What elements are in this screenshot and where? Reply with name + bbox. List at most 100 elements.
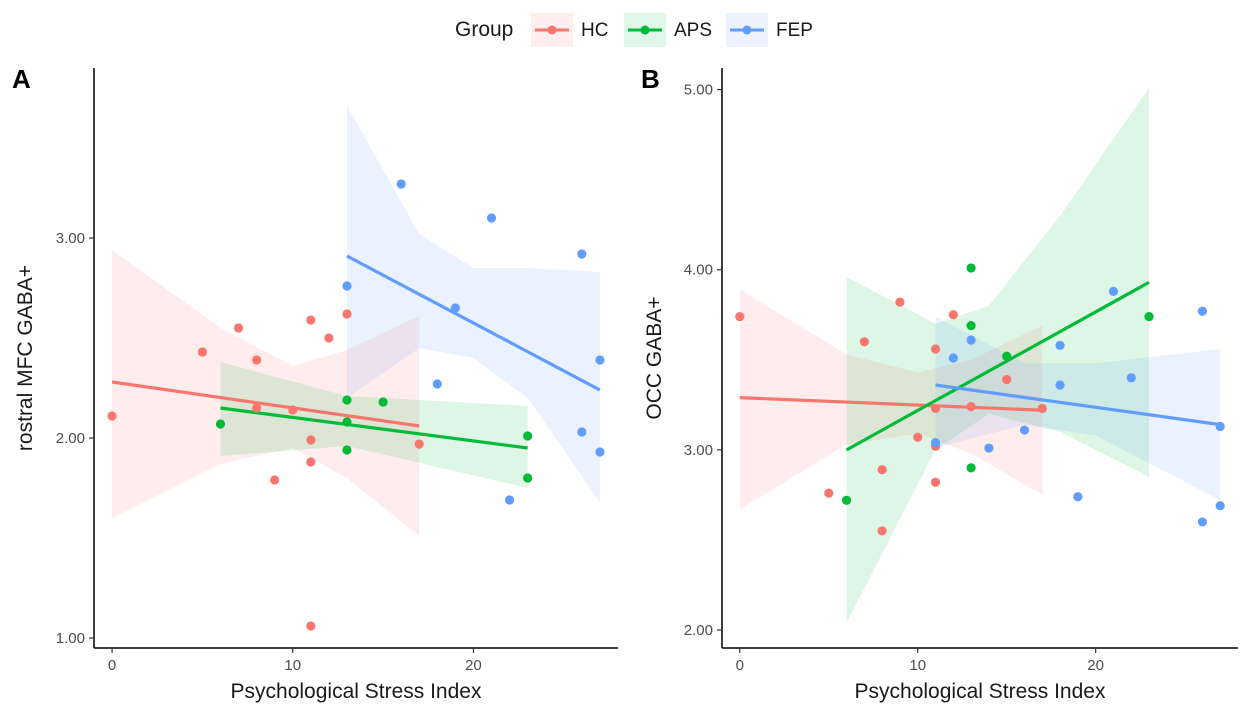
- panel-b-point-aps-3: [966, 463, 976, 473]
- panel-a-x-axis-title: Psychological Stress Index: [231, 680, 482, 703]
- panel-a-point-hc-8: [306, 435, 316, 445]
- panel-b-point-hc-11: [948, 310, 958, 320]
- panel-a-point-hc-7: [306, 315, 316, 325]
- legend-item-fep: FEP: [726, 13, 813, 47]
- panel-b-tag: B: [641, 64, 660, 94]
- panel-a-point-fep-7: [577, 427, 587, 437]
- panel-a-point-aps-2: [342, 417, 352, 427]
- panel-a-band-aps: [220, 362, 528, 488]
- panel-b-fit-line-fep: [935, 383, 1221, 427]
- legend-label-aps: APS: [674, 20, 712, 41]
- panel-a-point-hc-2: [233, 323, 244, 333]
- panel-b-y-tick-label: 3.00: [684, 442, 713, 459]
- panel-b-x-tick-label: 10: [909, 657, 926, 674]
- panel-b-point-aps-1: [966, 263, 976, 273]
- panel-b-point-fep-8: [1108, 286, 1119, 296]
- panel-b-point-fep-2: [966, 335, 976, 345]
- panel-b-point-hc-14: [1037, 403, 1047, 414]
- panel-a-point-fep-9: [595, 447, 605, 457]
- panel-b-point-fep-11: [1197, 517, 1208, 527]
- panel-b-point-hc-5: [895, 297, 905, 307]
- panel-b-band-aps: [846, 87, 1150, 623]
- panel-a-tag: A: [12, 64, 31, 94]
- panel-b-ticks: 0 10 20 2.00 3.00 4.00 5.00: [684, 82, 1104, 674]
- panel-b-point-aps-5: [1144, 311, 1154, 322]
- panel-a-point-aps-1: [342, 395, 352, 405]
- panel-b-point-hc-13: [1002, 375, 1012, 385]
- panel-a-point-fep-3: [450, 303, 460, 313]
- panel-a-point-aps-0: [215, 419, 226, 429]
- panel-b-point-hc-0: [735, 311, 745, 322]
- panel-b-x-tick-label: 0: [736, 657, 744, 674]
- legend-label-hc: HC: [581, 20, 608, 41]
- panel-b-point-hc-2: [859, 337, 869, 347]
- panel-b-point-hc-6: [913, 432, 923, 442]
- panel-b-band-hc: [739, 289, 1043, 510]
- panel-b-point-hc-8: [930, 403, 941, 414]
- panel-a-point-hc-13: [414, 439, 424, 449]
- panel-b-points: [735, 263, 1225, 536]
- panel-b-fit-line-hc: [739, 396, 1043, 412]
- panel-b-point-fep-0: [930, 438, 941, 448]
- legend-title: Group: [455, 18, 513, 41]
- panel-b-point-fep-6: [1055, 380, 1065, 390]
- panel-a-point-aps-5: [523, 431, 533, 441]
- panel-a-point-fep-6: [577, 249, 587, 259]
- panel-a-y-tick-label: 2.00: [56, 430, 85, 447]
- panel-a-point-hc-6: [288, 405, 298, 415]
- panel-a-point-hc-9: [306, 457, 316, 467]
- panel-b-y-axis-title: OCC GABA+: [643, 296, 666, 419]
- panel-b-point-fep-4: [1019, 425, 1030, 435]
- panel-a-point-hc-1: [197, 347, 208, 357]
- panel-a-point-aps-6: [523, 473, 533, 483]
- panel-a-point-fep-5: [504, 495, 515, 505]
- legend-label-fep: FEP: [776, 20, 813, 41]
- panel-a-fit-line-hc: [111, 380, 420, 428]
- panel-b-point-fep-13: [1215, 501, 1225, 511]
- panel-a-point-fep-0: [342, 281, 352, 291]
- panel-b-fit-lines: [739, 280, 1221, 452]
- panel-a-ticks: 0 10 20 1.00 2.00 3.00: [56, 230, 482, 674]
- panel-b-x-axis-title: Psychological Stress Index: [855, 680, 1106, 703]
- panel-b-confidence-bands: [739, 87, 1221, 623]
- panel-a: A 0 10 20 1.00 2.00 3.00 Psychological Stress…: [12, 64, 618, 703]
- panel-a-point-hc-0: [107, 411, 117, 421]
- panel-a-band-fep: [346, 106, 600, 502]
- panel-a-x-tick-label: 0: [108, 657, 116, 674]
- panel-b-y-tick-label: 5.00: [684, 82, 713, 99]
- panel-b-point-hc-12: [966, 402, 976, 412]
- panel-b-point-fep-12: [1215, 421, 1225, 432]
- panel-a-fit-line-fep: [346, 254, 601, 392]
- panel-b-point-fep-7: [1073, 492, 1083, 502]
- panel-a-x-tick-label: 10: [284, 657, 301, 674]
- panel-b-axes: [721, 68, 1238, 649]
- panel-b-fit-line-aps: [845, 280, 1150, 452]
- panel-a-fit-line-aps: [220, 406, 528, 450]
- panel-a-point-fep-2: [432, 379, 442, 389]
- panel-b-point-hc-1: [824, 488, 834, 498]
- panel-a-point-fep-1: [396, 179, 406, 189]
- panel-a-point-aps-4: [378, 397, 388, 407]
- panel-a-point-hc-3: [252, 355, 262, 365]
- panel-a-band-hc: [112, 250, 420, 536]
- panel-b-point-fep-9: [1126, 373, 1136, 383]
- panel-b-point-fep-10: [1197, 306, 1208, 316]
- panel-b-y-tick-label: 2.00: [684, 622, 713, 639]
- panel-b-point-fep-1: [948, 353, 958, 363]
- legend-item-aps: APS: [624, 13, 712, 47]
- panel-a-points: [107, 179, 605, 631]
- panel-b: B 0 10 20 2.00 3.00 4.00 5.00 Psychological St…: [641, 64, 1238, 703]
- panel-a-point-aps-3: [342, 445, 352, 455]
- panel-a-x-tick-label: 20: [465, 657, 482, 674]
- panel-a-axes: [93, 68, 618, 649]
- panel-a-y-axis-title: rostral MFC GABA+: [14, 265, 37, 451]
- panel-a-point-hc-11: [324, 333, 334, 343]
- panel-a-point-fep-4: [486, 213, 497, 223]
- panel-b-y-tick-label: 4.00: [684, 262, 713, 279]
- panel-a-point-hc-10: [306, 621, 316, 631]
- panel-a-point-hc-5: [270, 475, 280, 485]
- panel-b-point-hc-7: [930, 344, 941, 354]
- panel-b-point-hc-3: [877, 465, 887, 475]
- panel-b-point-hc-10: [930, 477, 941, 487]
